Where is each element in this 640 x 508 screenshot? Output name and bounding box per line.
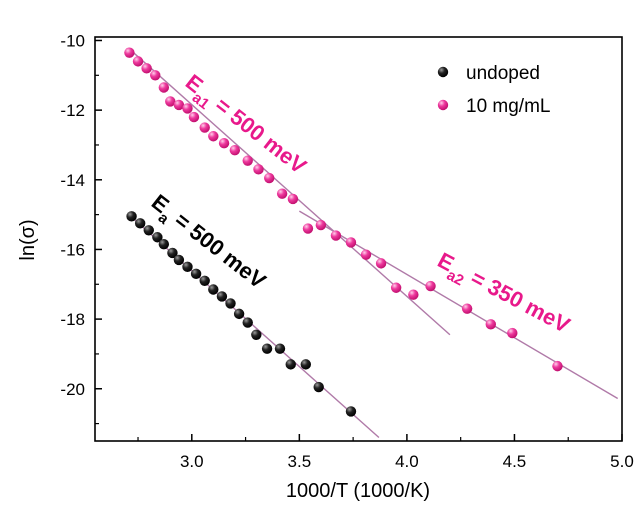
undoped-point [143,225,154,236]
fit-line [131,50,451,336]
doped-point [302,223,314,234]
doped-point [408,289,419,300]
undoped-point [199,275,210,286]
y-axis: -10 -12 -14 -16 -18 -20 [60,31,102,425]
doped-point [253,164,264,175]
svg-text:Ea2 = 350 meV: Ea2 = 350 meV [431,247,575,343]
x-axis: 3.0 3.5 4.0 4.5 5.0 [137,434,634,471]
data-points [124,47,563,417]
x-axis-title: 1000/T (1000/K) [286,480,430,502]
doped-point [173,99,185,111]
doped-point [141,63,152,74]
undoped-point [190,268,202,280]
legend-label: undoped [466,63,540,84]
undoped-point [274,343,286,354]
undoped-point [225,298,236,309]
x-tick-label: 3.5 [288,452,312,471]
y-tick-label: -12 [60,101,85,120]
undoped-point [313,381,324,393]
doped-point [124,47,135,58]
undoped-point [173,254,185,266]
doped-point [182,103,193,114]
x-tick-label: 4.0 [395,452,419,471]
doped-point [229,144,241,156]
doped-point [208,131,219,142]
plot-frame [94,36,623,442]
x-tick-label: 5.0 [610,452,634,471]
undoped-point [126,211,137,222]
doped-point [375,258,387,269]
svg-text:Ea1 = 500 meV: Ea1 = 500 meV [177,69,311,183]
y-tick-label: -10 [60,31,85,50]
doped-point [461,303,473,314]
legend-marker [437,99,449,111]
annotation-ea1: Ea1 = 500 meV [177,69,311,183]
doped-point [425,280,436,292]
undoped-point [285,359,296,370]
doped-point [132,56,144,67]
undoped-point [134,218,146,229]
doped-point [360,249,372,260]
y-tick-label: -20 [60,380,85,399]
x-tick-label: 4.5 [503,452,527,471]
doped-point [218,138,230,149]
doped-point [264,172,275,184]
y-axis-title: ln(σ) [17,219,39,260]
y-tick-label: -14 [60,171,85,190]
doped-point [188,111,200,123]
doped-point [315,219,327,231]
undoped-point [167,247,178,259]
undoped-point [242,317,253,328]
doped-point [199,122,210,133]
doped-point [330,230,342,241]
undoped-point [208,284,219,295]
doped-point [287,193,299,205]
undoped-point [216,291,228,302]
legend: undoped 10 mg/mL [437,63,550,117]
doped-point [507,327,518,339]
undoped-point [182,261,193,273]
undoped-point [251,329,262,340]
doped-point [552,360,563,372]
undoped-point [261,343,273,354]
undoped-point [158,239,170,250]
doped-point [158,82,170,93]
doped-point [242,155,253,166]
doped-point [276,188,288,199]
doped-point [485,319,496,330]
undoped-point [300,359,311,370]
undoped-point [345,406,357,417]
annotation-ea2: Ea2 = 350 meV [431,247,575,343]
legend-label: 10 mg/mL [466,96,550,117]
legend-marker [437,66,449,78]
x-tick-label: 3.0 [180,452,204,471]
doped-point [150,70,161,81]
y-tick-label: -18 [60,310,85,329]
undoped-point [233,308,245,320]
doped-point [390,282,402,293]
undoped-point [152,232,163,243]
doped-point [345,237,357,248]
y-tick-label: -16 [60,240,85,259]
doped-point [165,96,176,107]
